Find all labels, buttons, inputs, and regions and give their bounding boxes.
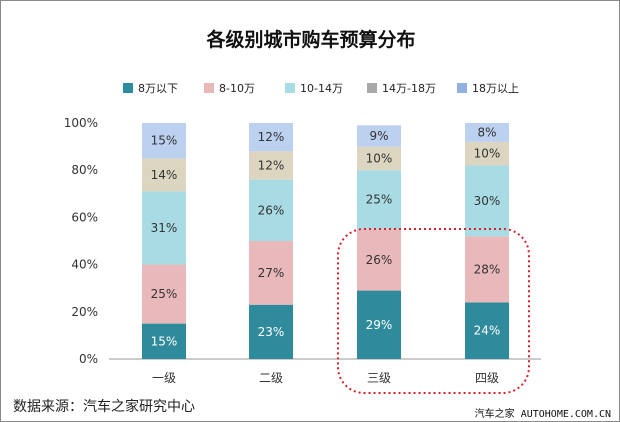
data-label: 27% <box>258 266 285 280</box>
x-tick-label: 二级 <box>259 371 283 385</box>
bar-segment <box>465 141 509 166</box>
data-label: 9% <box>369 129 388 143</box>
bar-segment <box>142 264 186 324</box>
bar-segment <box>357 290 401 359</box>
bar-segment <box>249 241 293 305</box>
x-tick-label: 四级 <box>475 371 499 385</box>
bar-segment <box>465 123 509 142</box>
bar-segment <box>249 179 293 241</box>
legend-label: 8万以下 <box>138 82 178 95</box>
data-label: 8% <box>477 125 496 139</box>
data-label: 12% <box>258 158 285 172</box>
x-tick-label: 一级 <box>152 371 176 385</box>
bar-segment <box>142 158 186 192</box>
bar-segment <box>142 191 186 265</box>
bar-segment <box>465 302 509 359</box>
chart-title: 各级别城市购车预算分布 <box>205 28 415 51</box>
bar-segment <box>142 323 186 359</box>
y-tick-label: 0% <box>79 352 98 366</box>
legend-swatch <box>457 83 467 93</box>
bar-segment <box>465 165 509 237</box>
data-label: 10% <box>474 147 501 161</box>
legend-label: 18万以上 <box>472 82 519 95</box>
legend-swatch <box>367 83 377 93</box>
bar-segment <box>249 151 293 180</box>
y-tick-label: 60% <box>71 210 98 224</box>
legend-swatch <box>123 83 133 93</box>
data-label: 28% <box>474 262 501 276</box>
y-tick-label: 40% <box>71 258 98 272</box>
bar-segment <box>249 304 293 359</box>
bar-segment <box>142 123 186 159</box>
data-label: 31% <box>151 221 178 235</box>
data-label: 10% <box>366 151 393 165</box>
data-label: 14% <box>151 168 178 182</box>
data-label: 15% <box>151 134 178 148</box>
legend-label: 8-10万 <box>219 82 255 95</box>
bar-segment <box>249 123 293 152</box>
bar-segment <box>465 236 509 303</box>
data-label: 23% <box>258 325 285 339</box>
bar-segment <box>357 229 401 291</box>
legend-label: 10-14万 <box>300 82 343 95</box>
data-label: 24% <box>474 324 501 338</box>
x-tick-label: 三级 <box>367 371 391 385</box>
y-tick-label: 20% <box>71 305 98 319</box>
legend-label: 14万-18万 <box>382 82 436 95</box>
bar-segment <box>357 125 401 147</box>
data-label: 26% <box>258 203 285 217</box>
data-source: 数据来源：汽车之家研究中心 <box>13 399 195 415</box>
bar-segment <box>357 146 401 171</box>
legend-swatch <box>285 83 295 93</box>
legend-swatch <box>204 83 214 93</box>
highlight-box <box>337 228 530 394</box>
data-label: 25% <box>366 193 393 207</box>
y-tick-label: 100% <box>64 116 98 130</box>
brand-watermark: 汽车之家 AUTOHOME.COM.CN <box>474 409 611 420</box>
data-label: 12% <box>258 130 285 144</box>
data-label: 29% <box>366 318 393 332</box>
data-label: 15% <box>151 334 178 348</box>
data-label: 26% <box>366 253 393 267</box>
bar-segment <box>357 170 401 230</box>
data-label: 30% <box>474 194 501 208</box>
y-tick-label: 80% <box>71 163 98 177</box>
data-label: 25% <box>151 287 178 301</box>
